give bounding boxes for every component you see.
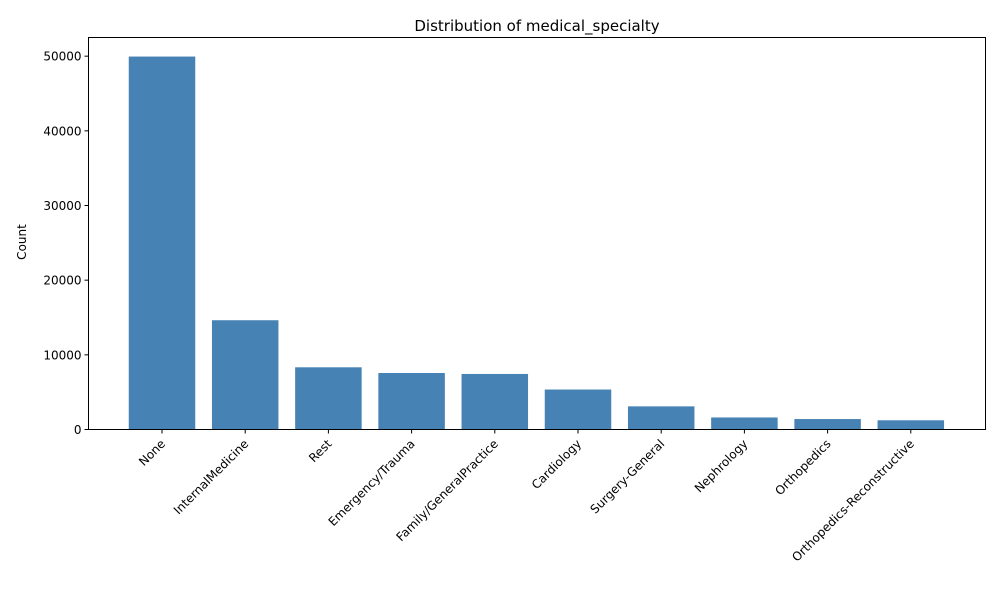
bar bbox=[627, 406, 695, 430]
y-tick-label: 40000 bbox=[43, 124, 81, 138]
x-tick-label: None bbox=[136, 437, 168, 469]
bar bbox=[544, 389, 612, 430]
bar bbox=[461, 373, 529, 430]
chart-title: Distribution of medical_specialty bbox=[414, 17, 659, 36]
x-axis-ticks: None InternalMedicine RestEmergency/Trauma… bbox=[136, 429, 917, 564]
bar bbox=[128, 56, 196, 430]
y-tick-label: 50000 bbox=[43, 50, 81, 64]
y-axis-ticks: 0 10000 20000 30000 40000 50000 bbox=[43, 50, 89, 437]
x-tick-label: Nephrology bbox=[692, 437, 751, 496]
y-tick-label: 10000 bbox=[43, 348, 81, 362]
y-axis-label: Count bbox=[15, 224, 29, 260]
x-tick-label: Surgery-General bbox=[588, 437, 668, 517]
bar bbox=[794, 419, 861, 430]
bar bbox=[378, 373, 445, 430]
bars-group bbox=[128, 56, 945, 430]
bar bbox=[295, 367, 362, 430]
x-tick-label: Orthopedics bbox=[772, 437, 833, 498]
y-tick-label: 20000 bbox=[43, 274, 81, 288]
bar bbox=[877, 420, 945, 430]
x-tick-label: InternalMedicine bbox=[171, 437, 252, 518]
x-tick-label: Emergency/Trauma bbox=[326, 437, 418, 529]
y-tick-label: 0 bbox=[74, 423, 82, 437]
y-tick-label: 30000 bbox=[43, 199, 81, 213]
plot-frame bbox=[88, 37, 986, 430]
bar bbox=[211, 320, 279, 430]
x-tick-label: Rest bbox=[306, 437, 335, 466]
x-tick-label: Cardiology bbox=[529, 437, 584, 492]
bar bbox=[711, 417, 778, 430]
